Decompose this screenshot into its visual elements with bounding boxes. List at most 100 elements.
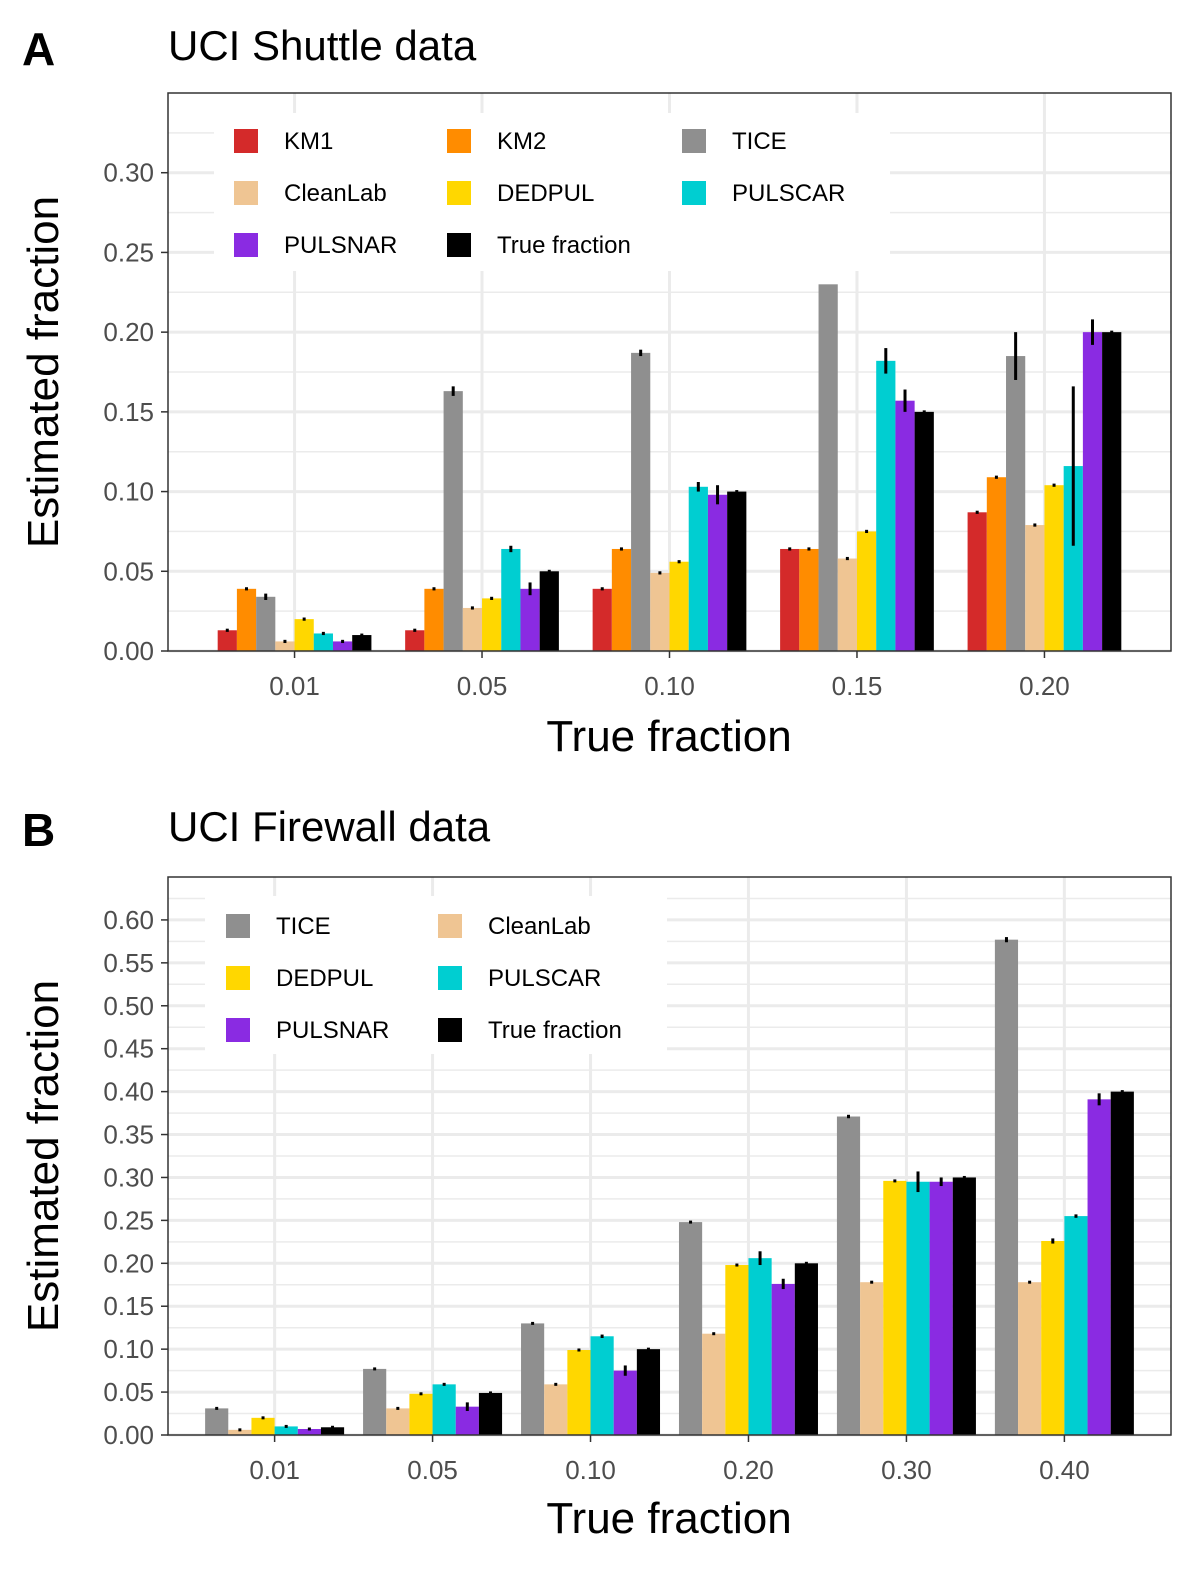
bar-km2-0.01 bbox=[236, 588, 257, 651]
panel-b-title: UCI Firewall data bbox=[168, 803, 491, 850]
legend-swatch-tice bbox=[226, 914, 250, 938]
x-tick-label: 0.20 bbox=[723, 1455, 774, 1485]
legend-label-pulscar: PULSCAR bbox=[732, 180, 845, 207]
bar-tice-0.30 bbox=[836, 1116, 861, 1435]
bar-pulscar-0.20 bbox=[1063, 466, 1083, 651]
legend-label-km2: KM2 bbox=[497, 128, 546, 155]
y-tick-label: 0.50 bbox=[103, 991, 154, 1021]
bar-pulsnar-0.10 bbox=[613, 1370, 637, 1435]
y-tick-label: 0.10 bbox=[103, 1334, 154, 1364]
panel-b-xlabel: True fraction bbox=[546, 1494, 791, 1543]
bar-dedpul-0.10 bbox=[669, 561, 689, 651]
legend-label-pulscar: PULSCAR bbox=[488, 965, 601, 992]
panel-b: B UCI Firewall data Estimated fraction T… bbox=[19, 803, 1172, 1543]
legend-swatch-pulscar bbox=[682, 181, 706, 205]
y-tick-label: 0.05 bbox=[103, 1377, 154, 1407]
bar-pulscar-0.05 bbox=[501, 548, 521, 651]
bar-tice-0.01 bbox=[205, 1408, 229, 1435]
bar-pulsnar-0.01 bbox=[297, 1428, 321, 1435]
bar-km2-0.15 bbox=[799, 548, 819, 651]
bar-pulscar-0.30 bbox=[906, 1181, 930, 1435]
panel-a-plot: 0.00 0.05 0.10 0.15 0.20 0.25 0.30 0.01 0.05 0.10… bbox=[103, 92, 1172, 701]
bar-dedpul-0.01 bbox=[294, 619, 314, 651]
bar-dedpul-0.30 bbox=[883, 1180, 907, 1435]
x-tick-label: 0.40 bbox=[1039, 1455, 1090, 1485]
bar-dedpul-0.05 bbox=[409, 1393, 433, 1435]
bar-dedpul-0.05 bbox=[482, 598, 502, 651]
bar-pulsnar-0.10 bbox=[707, 494, 728, 651]
legend-label-true-fraction: True fraction bbox=[497, 232, 631, 259]
bar-pulscar-0.01 bbox=[313, 633, 333, 651]
bar-pulsnar-0.01 bbox=[332, 641, 353, 651]
legend-swatch-dedpul bbox=[447, 181, 471, 205]
legend-label-tice: TICE bbox=[276, 913, 331, 940]
legend-swatch-dedpul bbox=[226, 966, 250, 990]
legend-swatch-cleanlab bbox=[438, 914, 462, 938]
bar-cleanlab-0.10 bbox=[650, 572, 670, 651]
y-tick-label: 0.30 bbox=[103, 158, 154, 188]
bar-true-fraction-0.20 bbox=[794, 1263, 818, 1435]
bar-pulsnar-0.20 bbox=[1082, 332, 1103, 651]
panel-a-title: UCI Shuttle data bbox=[168, 22, 477, 69]
bar-true-fraction-0.20 bbox=[1102, 332, 1122, 651]
bar-tice-0.01 bbox=[256, 596, 276, 651]
x-tick-label: 0.01 bbox=[249, 1455, 300, 1485]
bar-pulscar-0.15 bbox=[876, 360, 896, 651]
bar-cleanlab-0.01 bbox=[275, 641, 295, 651]
bar-cleanlab-0.20 bbox=[1025, 525, 1045, 651]
panel-a-xlabel: True fraction bbox=[546, 712, 791, 761]
y-tick-label: 0.15 bbox=[103, 1291, 154, 1321]
legend-swatch-pulsnar bbox=[234, 233, 258, 257]
bar-pulscar-0.10 bbox=[688, 486, 708, 651]
bar-true-fraction-0.05 bbox=[478, 1392, 503, 1435]
bar-tice-0.15 bbox=[818, 284, 838, 651]
bar-dedpul-0.20 bbox=[1044, 485, 1064, 651]
bar-pulscar-0.01 bbox=[274, 1426, 298, 1435]
legend-label-pulsnar: PULSNAR bbox=[276, 1017, 389, 1044]
bar-tice-0.20 bbox=[1006, 356, 1026, 651]
legend-swatch-tice bbox=[682, 129, 706, 153]
bar-cleanlab-0.15 bbox=[837, 558, 857, 651]
bar-cleanlab-0.20 bbox=[702, 1333, 726, 1435]
bar-true-fraction-0.30 bbox=[952, 1177, 976, 1435]
panel-b-ylabel: Estimated fraction bbox=[19, 980, 68, 1332]
legend-swatch-true-fraction bbox=[447, 233, 471, 257]
legend-label-km1: KM1 bbox=[284, 128, 333, 155]
x-tick-label: 0.05 bbox=[457, 671, 508, 701]
panel-b-plot: 0.00 0.05 0.10 0.15 0.20 0.25 0.30 0.35 0.40 0.45… bbox=[103, 876, 1172, 1485]
bar-true-fraction-0.10 bbox=[727, 491, 747, 651]
y-tick-label: 0.10 bbox=[103, 477, 154, 507]
bar-km1-0.05 bbox=[405, 630, 425, 651]
x-tick-label: 0.15 bbox=[832, 671, 883, 701]
bar-dedpul-0.40 bbox=[1041, 1240, 1065, 1435]
legend-swatch-cleanlab bbox=[234, 181, 258, 205]
bar-true-fraction-0.01 bbox=[352, 635, 372, 651]
y-tick-label: 0.00 bbox=[103, 1420, 154, 1450]
bar-pulsnar-0.15 bbox=[895, 400, 915, 651]
bar-true-fraction-0.05 bbox=[539, 571, 559, 651]
bar-tice-0.05 bbox=[443, 391, 463, 651]
bar-cleanlab-0.10 bbox=[544, 1384, 568, 1435]
panel-a: A UCI Shuttle data Estimated fraction Tr… bbox=[19, 22, 1172, 761]
x-tick-label: 0.30 bbox=[881, 1455, 932, 1485]
bar-dedpul-0.20 bbox=[725, 1265, 749, 1435]
bar-pulscar-0.05 bbox=[432, 1384, 456, 1435]
y-tick-label: 0.15 bbox=[103, 397, 154, 427]
bar-pulsnar-0.05 bbox=[520, 588, 540, 651]
bar-tice-0.10 bbox=[631, 352, 651, 651]
bar-true-fraction-0.01 bbox=[320, 1427, 345, 1435]
legend-label-cleanlab: CleanLab bbox=[284, 180, 387, 207]
legend-label-dedpul: DEDPUL bbox=[497, 180, 594, 207]
bar-pulscar-0.10 bbox=[590, 1336, 614, 1435]
bar-pulsnar-0.40 bbox=[1087, 1099, 1111, 1435]
legend-swatch-km2 bbox=[447, 129, 471, 153]
y-tick-label: 0.35 bbox=[103, 1120, 154, 1150]
panel-a-ylabel: Estimated fraction bbox=[19, 196, 68, 548]
y-tick-label: 0.25 bbox=[103, 1205, 154, 1235]
y-tick-label: 0.25 bbox=[103, 237, 154, 267]
bar-cleanlab-0.30 bbox=[860, 1282, 884, 1435]
bar-dedpul-0.01 bbox=[251, 1417, 275, 1435]
bar-km1-0.15 bbox=[780, 548, 800, 651]
bar-pulscar-0.40 bbox=[1064, 1216, 1088, 1435]
y-tick-label: 0.60 bbox=[103, 905, 154, 935]
